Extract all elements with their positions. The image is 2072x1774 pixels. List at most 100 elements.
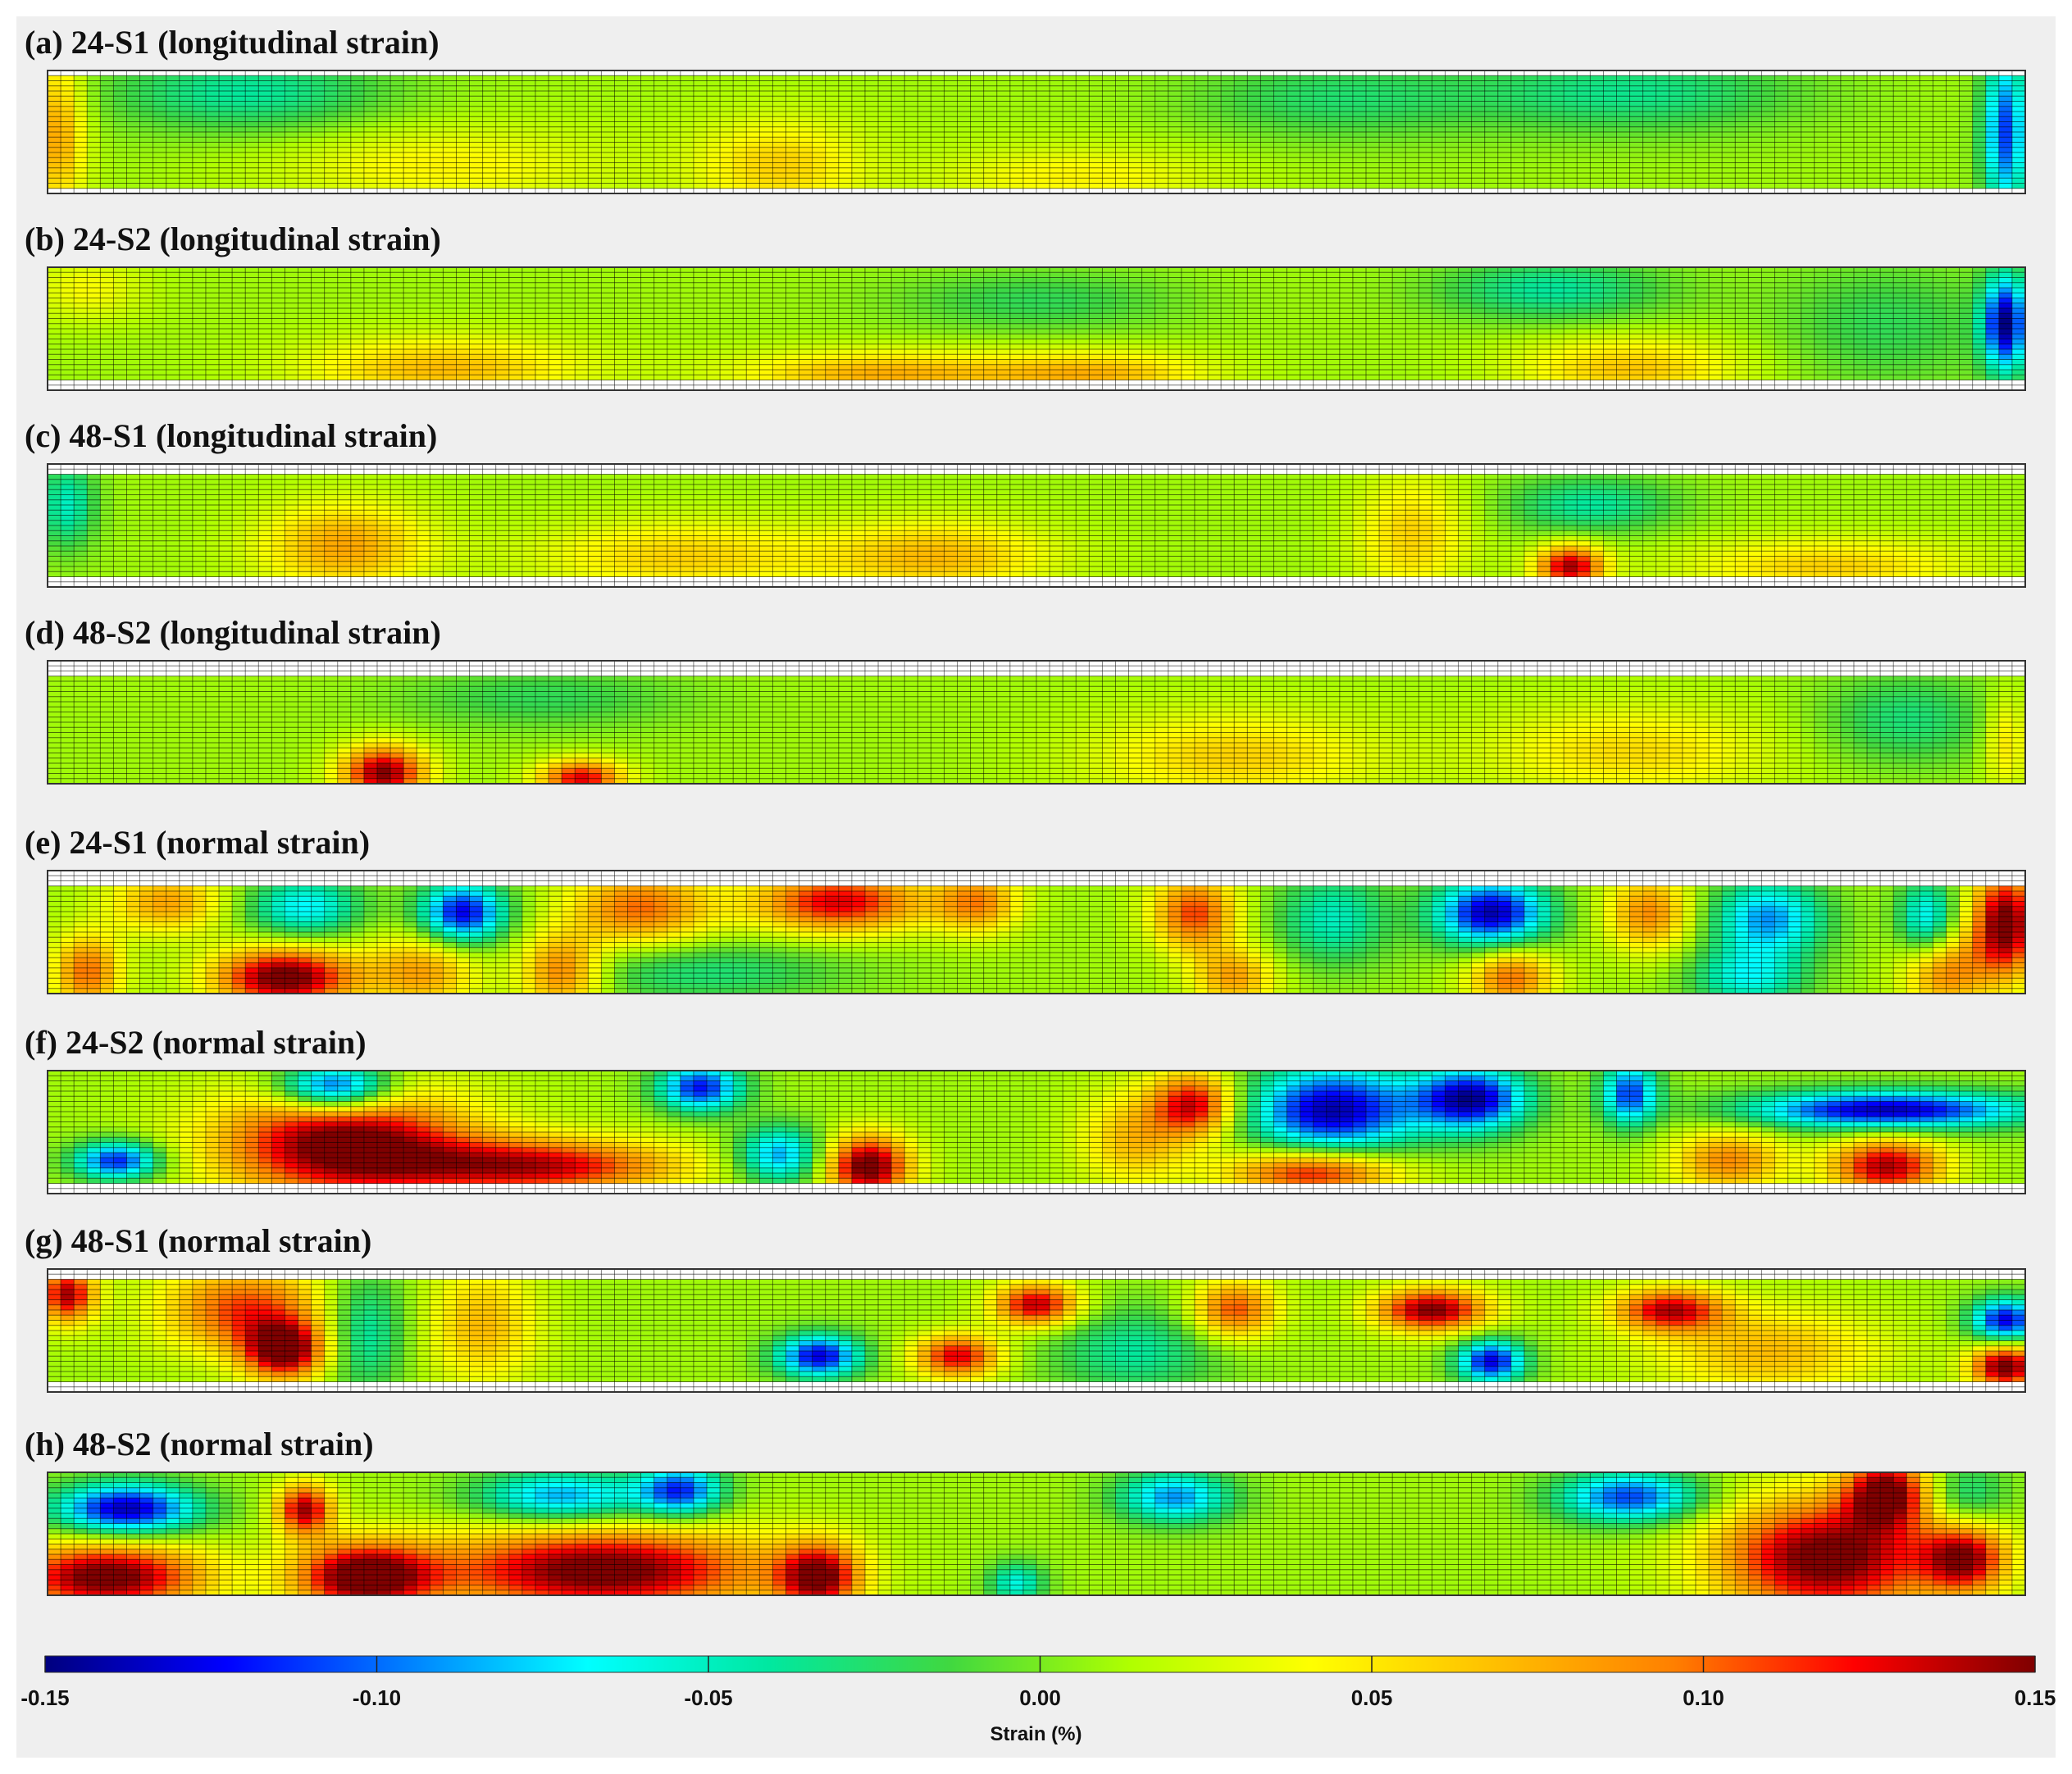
strain-cell <box>363 277 378 284</box>
strain-cell <box>838 116 853 122</box>
strain-cell <box>825 106 840 112</box>
strain-cell <box>588 313 602 319</box>
strain-cell <box>667 121 681 128</box>
strain-cell <box>324 183 339 189</box>
strain-cell <box>1063 116 1077 122</box>
strain-cell <box>1642 137 1657 143</box>
strain-cell <box>192 308 207 314</box>
strain-cell <box>653 96 668 102</box>
strain-cell <box>588 288 602 293</box>
strain-cell <box>258 339 272 345</box>
strain-cell <box>245 162 259 169</box>
strain-cell <box>1523 152 1538 158</box>
strain-cell <box>851 147 866 153</box>
strain-cell <box>205 267 220 273</box>
strain-cell <box>1168 121 1182 128</box>
strain-cell <box>1273 167 1287 174</box>
strain-cell <box>1115 121 1129 128</box>
strain-cell <box>508 85 523 92</box>
strain-cell <box>1181 106 1195 112</box>
strain-cell <box>1906 137 1920 143</box>
strain-cell <box>1853 162 1868 169</box>
strain-cell <box>456 288 470 293</box>
strain-cell <box>363 101 378 107</box>
strain-cell <box>825 178 840 184</box>
strain-cell <box>825 173 840 179</box>
strain-cell <box>1853 142 1868 148</box>
strain-cell <box>298 323 312 330</box>
strain-cell <box>878 364 892 371</box>
strain-cell <box>469 293 483 298</box>
strain-cell <box>575 137 589 143</box>
strain-cell <box>1432 126 1446 133</box>
strain-cell <box>1774 121 1788 128</box>
strain-cell <box>417 132 430 138</box>
strain-cell <box>1590 173 1604 179</box>
strain-cell <box>100 152 114 158</box>
strain-cell <box>324 318 339 325</box>
strain-cell <box>720 302 734 309</box>
strain-cell <box>759 318 773 325</box>
strain-cell <box>1880 137 1894 143</box>
strain-cell <box>1168 147 1182 153</box>
strain-cell <box>1313 162 1327 169</box>
strain-cell <box>508 173 523 179</box>
strain-cell <box>61 343 75 350</box>
strain-cell <box>100 91 114 97</box>
strain-cell <box>390 147 404 153</box>
strain-cell <box>851 126 866 133</box>
strain-cell <box>363 282 378 289</box>
strain-cell <box>614 173 628 179</box>
strain-cell <box>1036 178 1050 184</box>
strain-cell <box>482 313 497 319</box>
strain-cell <box>1893 183 1907 189</box>
strain-cell <box>205 302 220 309</box>
strain-cell <box>931 173 945 179</box>
strain-cell <box>113 132 127 138</box>
strain-cell <box>1867 173 1881 179</box>
strain-cell <box>1801 85 1815 92</box>
strain-cell <box>74 183 88 189</box>
strain-cell <box>1853 91 1868 97</box>
strain-cell <box>61 173 75 179</box>
strain-cell <box>285 302 298 309</box>
strain-cell <box>1405 116 1419 122</box>
strain-cell <box>377 267 391 273</box>
strain-cell <box>707 282 721 289</box>
strain-cell <box>746 370 760 375</box>
strain-cell <box>1642 173 1657 179</box>
strain-cell <box>891 142 905 148</box>
strain-cell <box>179 339 194 345</box>
strain-cell <box>417 167 430 174</box>
strain-cell <box>825 157 840 163</box>
strain-cell <box>2011 183 2026 189</box>
strain-cell <box>918 308 931 314</box>
strain-cell <box>100 375 114 380</box>
strain-cell <box>1419 101 1432 107</box>
strain-cell <box>219 375 233 380</box>
strain-cell <box>495 364 510 371</box>
strain-cell <box>944 293 958 298</box>
strain-cell <box>693 85 708 92</box>
strain-cell <box>1946 178 1960 184</box>
strain-cell <box>904 137 918 143</box>
strain-cell <box>1985 147 2000 153</box>
strain-cell <box>918 272 931 278</box>
strain-cell <box>1510 162 1525 169</box>
strain-cell <box>878 308 892 314</box>
strain-cell <box>245 308 259 314</box>
strain-cell <box>1102 85 1116 92</box>
strain-cell <box>799 308 813 314</box>
strain-cell <box>614 354 628 360</box>
strain-cell <box>232 147 246 153</box>
strain-cell <box>1564 116 1578 122</box>
strain-cell <box>495 282 510 289</box>
strain-cell <box>667 85 681 92</box>
strain-cell <box>918 375 931 380</box>
strain-cell <box>1946 132 1960 138</box>
strain-cell <box>1458 85 1472 92</box>
strain-cell <box>508 343 523 350</box>
strain-cell <box>562 101 576 107</box>
strain-cell <box>508 116 523 122</box>
strain-cell <box>456 272 470 278</box>
